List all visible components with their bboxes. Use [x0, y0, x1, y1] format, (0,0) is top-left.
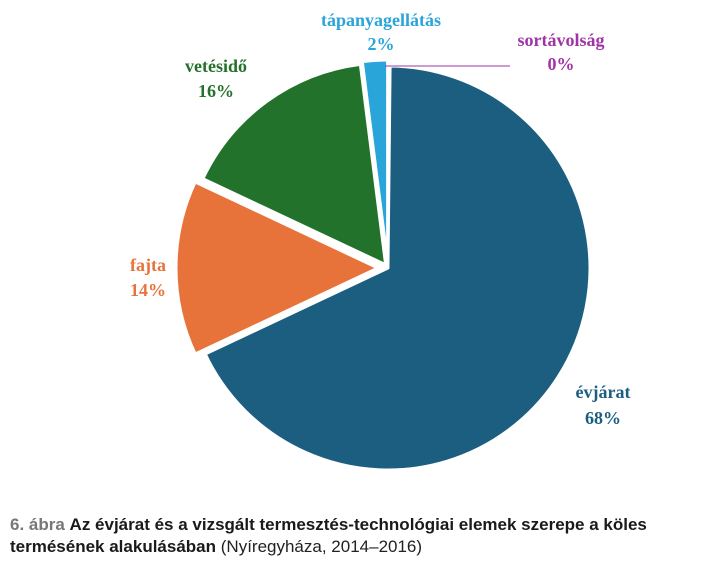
pie-slice-1 — [203, 64, 592, 472]
label-fajta-value: 14% — [130, 280, 166, 300]
label-sortavolsag-value: 0% — [548, 54, 575, 74]
label-sortavolsag-name: sortávolság — [518, 30, 605, 50]
pie-slice-3 — [201, 62, 388, 267]
label-vetesido-name: vetésidő — [185, 56, 247, 76]
label-evjarat-name: évjárat — [576, 382, 631, 402]
pie-chart: évjárat 68% fajta 14% vetésidő 16% tápan… — [130, 10, 631, 472]
pie-slices — [174, 58, 592, 472]
label-evjarat-value: 68% — [585, 408, 621, 428]
pie-slice-5 — [386, 60, 392, 266]
pie-slice-4 — [360, 58, 390, 264]
caption-title: Az évjárat és a vizsgált termesztés-tech… — [10, 515, 647, 556]
label-fajta-name: fajta — [130, 255, 166, 275]
caption-source: (Nyíregyháza, 2014–2016) — [220, 537, 423, 556]
caption-number: 6. ábra — [10, 515, 65, 534]
pie-slice-2 — [174, 180, 380, 356]
label-tapanyag-name: tápanyagellátás — [321, 10, 441, 30]
figure-caption: 6. ábra Az évjárat és a vizsgált termesz… — [10, 514, 700, 558]
label-vetesido-value: 16% — [198, 81, 234, 101]
label-tapanyag-value: 2% — [368, 34, 395, 54]
